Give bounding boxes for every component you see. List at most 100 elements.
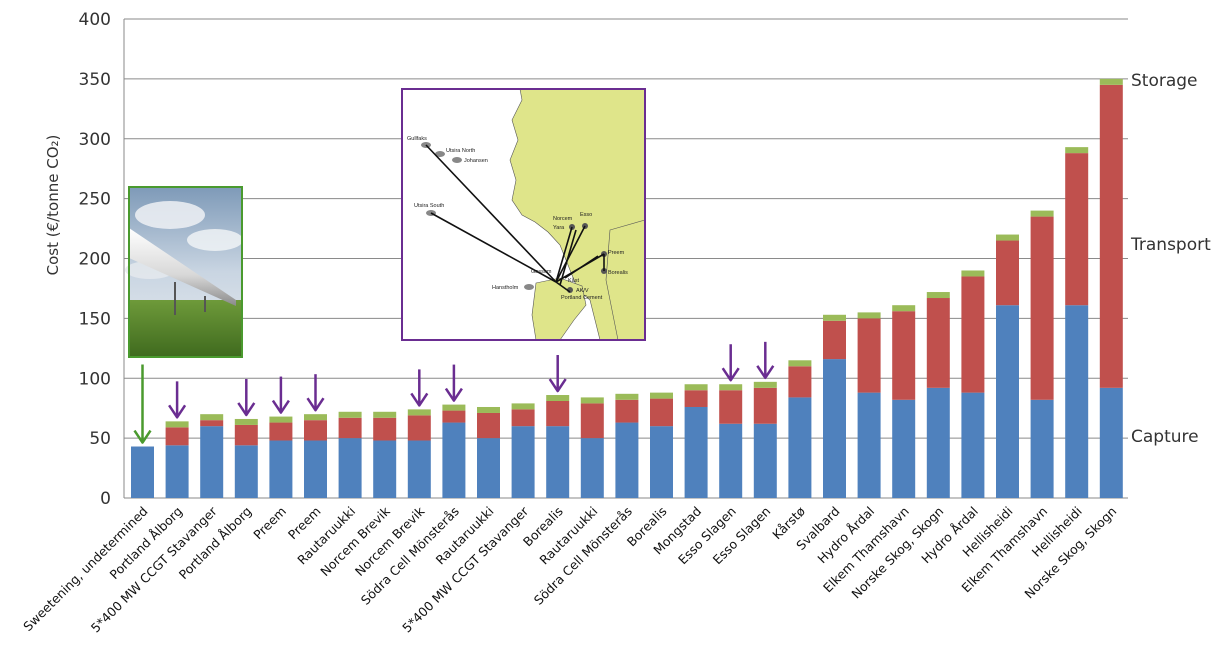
bar-transport-segment [200, 420, 224, 427]
bar-storage-segment [407, 409, 431, 416]
bar-stack [719, 384, 743, 498]
bar-storage-segment [857, 312, 881, 319]
bar-capture-segment [407, 440, 431, 498]
bar-capture-segment [996, 305, 1019, 498]
bar-transport-segment [857, 318, 881, 393]
highlight-arrow [721, 344, 740, 382]
bar-stack [165, 421, 189, 498]
bar-transport-segment [269, 422, 293, 441]
segment-label-storage: Storage [1131, 71, 1198, 91]
y-tick-label: 350 [79, 70, 111, 90]
bar-stack [788, 360, 812, 498]
map-label-preem: Preem [608, 250, 625, 256]
bar-transport-segment [996, 240, 1019, 306]
highlight-arrow [410, 369, 429, 407]
bar-stack [926, 292, 950, 498]
bar-transport-segment [615, 399, 639, 423]
map-label-johansen: Johansen [464, 158, 488, 164]
bar-capture-segment [269, 440, 293, 498]
bar-transport-segment [304, 420, 327, 441]
map-label-utsira-south: Utsira South [414, 203, 444, 209]
bar-stack [442, 404, 466, 498]
y-axis-label: Cost (€/tonne CO₂) [44, 135, 62, 276]
map-label-norcem: Norcem [553, 216, 573, 222]
bar-capture-segment [823, 359, 846, 498]
bar-stack [857, 312, 881, 498]
bar-stack [753, 381, 777, 498]
bar-capture-segment [477, 438, 500, 498]
map-label-yara: Yara [553, 225, 565, 231]
bar-transport-segment [442, 410, 466, 423]
bar-storage-segment [1065, 147, 1089, 154]
bar-capture-segment [719, 423, 743, 498]
highlight-arrow [756, 341, 775, 380]
highlight-arrow [237, 378, 256, 417]
map-label-hanstholm: Hanstholm [492, 285, 519, 291]
bar-stack [823, 314, 846, 498]
bar-stack [684, 384, 708, 498]
bar-transport-segment [1065, 153, 1089, 306]
bar-transport-segment [719, 390, 743, 424]
highlight-arrow [444, 364, 463, 402]
bar-transport-segment [1099, 84, 1123, 388]
bar-transport-segment [753, 387, 777, 424]
bar-stack [131, 446, 154, 498]
bar-stack [304, 414, 327, 498]
bar-transport-segment [580, 403, 604, 439]
bar-capture-segment [753, 423, 777, 498]
highlight-arrows [133, 341, 775, 444]
segment-label-transport: Transport [1130, 235, 1211, 255]
bar-storage-segment [269, 416, 293, 423]
bar-stack [200, 414, 224, 498]
bar-stack [407, 409, 431, 498]
y-tick-label: 300 [79, 130, 111, 150]
bar-stack [615, 393, 639, 498]
bar-storage-segment [1099, 78, 1123, 85]
bar-transport-segment [546, 401, 570, 427]
bars [131, 78, 1123, 498]
map-label-portland-cement: Portland Cement [561, 295, 603, 301]
bar-stack [234, 418, 258, 498]
bar-storage-segment [615, 393, 639, 400]
bar-capture-segment [580, 438, 604, 498]
bar-capture-segment [200, 426, 224, 498]
map-label-gullfaks: Gullfaks [407, 136, 427, 142]
bar-stack [477, 406, 500, 498]
map-label-gassum: Gassum [531, 269, 552, 275]
y-tick-label: 50 [89, 429, 111, 449]
map-label-akv: AK/V [576, 288, 589, 294]
bar-capture-segment [1065, 305, 1089, 498]
y-axis-ticks: 0 50 100 150 200 250 300 350 400 [79, 10, 111, 509]
bar-capture-segment [338, 438, 362, 498]
bar-storage-segment [546, 395, 570, 402]
map-label-utsira-north: Utsira North [446, 148, 475, 154]
bar-storage-segment [961, 270, 985, 277]
bar-transport-segment [684, 390, 708, 407]
bar-storage-segment [684, 384, 708, 391]
bar-storage-segment [719, 384, 743, 391]
bar-transport-segment [788, 366, 812, 398]
bar-capture-segment [788, 397, 812, 498]
bar-capture-segment [165, 445, 189, 498]
bar-storage-segment [823, 314, 846, 321]
bar-capture-segment [131, 446, 154, 498]
bar-capture-segment [650, 426, 673, 498]
bar-transport-segment [234, 424, 258, 446]
bar-storage-segment [373, 411, 397, 418]
bar-stack [338, 411, 362, 498]
bar-storage-segment [304, 414, 327, 421]
bar-capture-segment [511, 426, 535, 498]
bar-transport-segment [961, 276, 985, 393]
y-tick-label: 150 [79, 309, 111, 329]
bar-transport-segment [477, 412, 500, 439]
bar-storage-segment [996, 234, 1019, 241]
bar-transport-segment [338, 417, 362, 439]
bar-storage-segment [650, 392, 673, 399]
bar-stack [580, 397, 604, 498]
bar-capture-segment [615, 422, 639, 498]
y-tick-label: 400 [79, 10, 111, 30]
bar-capture-segment [684, 406, 708, 498]
bar-transport-segment [823, 320, 846, 360]
